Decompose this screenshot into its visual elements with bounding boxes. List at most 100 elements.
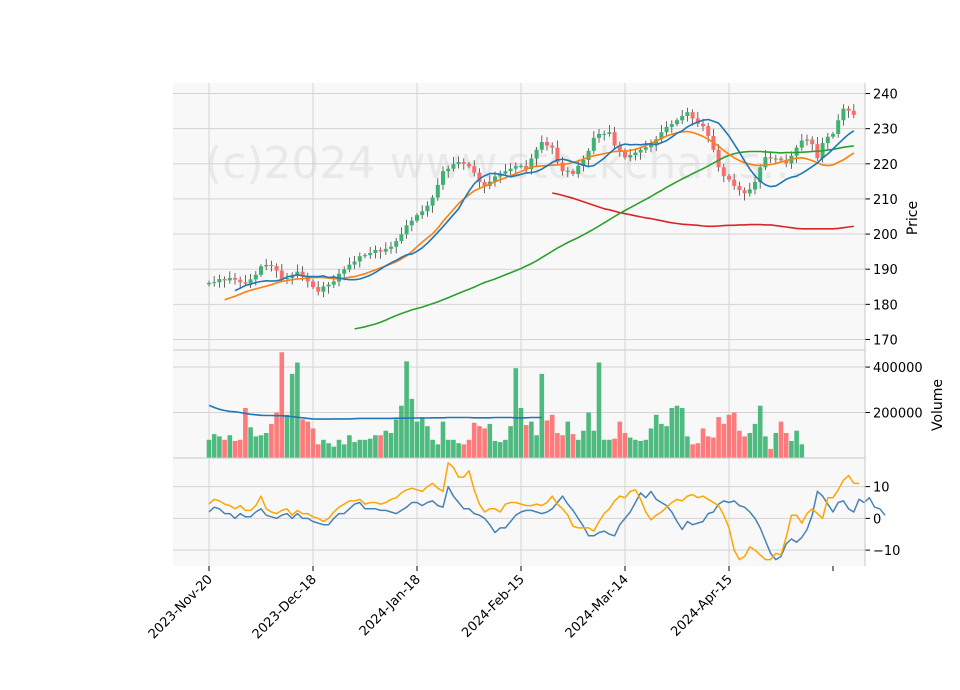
moving-average-long-line xyxy=(552,192,854,230)
price-tick-label: 210 xyxy=(873,193,898,208)
volume-bar xyxy=(347,435,352,458)
volume-bar xyxy=(726,414,732,458)
candle-body xyxy=(649,144,653,148)
candle-body xyxy=(409,220,414,226)
volume-bar xyxy=(414,421,420,458)
volume-bar xyxy=(757,405,763,458)
candle-body xyxy=(565,170,570,172)
volume-bar xyxy=(237,439,243,458)
candle-body xyxy=(571,170,575,174)
candle-body xyxy=(737,185,742,191)
candle-body xyxy=(259,266,263,275)
volume-bar xyxy=(399,405,404,458)
volume-bar xyxy=(523,425,529,458)
candle-body xyxy=(768,157,773,159)
candle-body xyxy=(227,277,232,281)
volume-bar xyxy=(653,414,659,458)
watermark: (c)2024 www.stockcharts... xyxy=(205,138,803,189)
candle-body xyxy=(389,246,393,249)
candle-body xyxy=(212,282,217,284)
candle-body xyxy=(779,158,783,161)
oscillator-y-ticks: −10 0 10 xyxy=(865,481,900,559)
price-tick-label: 180 xyxy=(873,298,898,313)
volume-bar xyxy=(263,432,269,458)
candle-body xyxy=(534,149,539,159)
volume-bar xyxy=(570,434,576,458)
oscillator-marks xyxy=(208,462,886,561)
volume-bar xyxy=(232,440,238,458)
candle-body xyxy=(669,124,674,127)
candle-body xyxy=(529,158,534,170)
candle-body xyxy=(732,179,737,186)
price-tick-label: 200 xyxy=(873,228,898,243)
candle-body xyxy=(742,190,747,194)
candle-body xyxy=(300,271,305,277)
volume-bar xyxy=(690,444,695,458)
candle-body xyxy=(555,147,560,163)
volume-bar xyxy=(497,442,503,458)
candle-body xyxy=(279,270,284,280)
volume-bar xyxy=(601,439,607,458)
volume-bar xyxy=(575,439,581,458)
volume-bar xyxy=(518,407,524,458)
price-marks xyxy=(207,104,856,330)
volume-bar xyxy=(321,439,326,458)
candle-body xyxy=(607,132,612,134)
candle-body xyxy=(326,284,331,287)
candle-body xyxy=(851,110,856,115)
volume-bar xyxy=(310,428,316,458)
candle-body xyxy=(550,145,555,148)
volume-bar xyxy=(284,414,290,458)
volume-bar xyxy=(295,362,300,458)
volume-bar xyxy=(716,417,721,458)
candle-body xyxy=(373,249,378,254)
volume-bar xyxy=(539,373,545,458)
volume-bar xyxy=(440,421,446,458)
volume-bar xyxy=(607,439,612,458)
candle-body xyxy=(508,168,513,172)
volume-bar xyxy=(211,434,217,458)
volume-bar xyxy=(383,430,389,458)
candle-body xyxy=(799,140,804,148)
candle-body xyxy=(753,182,757,190)
candle-body xyxy=(451,164,456,169)
candle-body xyxy=(659,132,664,140)
oscillator-tick-label: −10 xyxy=(873,544,900,559)
price-tick-label: 230 xyxy=(873,123,898,138)
candle-body xyxy=(264,264,269,267)
volume-bar xyxy=(700,428,706,458)
volume-bar xyxy=(492,440,498,458)
candle-body xyxy=(503,171,508,174)
candle-body xyxy=(420,211,425,216)
candle-body xyxy=(721,167,726,177)
candle-body xyxy=(493,176,497,182)
volume-bar xyxy=(705,436,711,458)
volume-bar xyxy=(274,412,279,458)
candle-body xyxy=(846,108,851,111)
candle-body xyxy=(794,147,799,156)
volume-bar xyxy=(362,439,368,458)
volume-bar xyxy=(674,405,680,458)
candle-body xyxy=(758,167,763,183)
price-tick-label: 240 xyxy=(873,88,898,103)
volume-bar xyxy=(222,439,227,458)
candle-body xyxy=(295,271,300,276)
volume-bar xyxy=(227,435,233,458)
price-y-ticks: 170 180 190 200 210 220 230 240 xyxy=(865,88,898,348)
candle-body xyxy=(425,205,430,212)
volume-bar xyxy=(669,407,675,458)
volume-bar xyxy=(737,430,742,458)
candle-body xyxy=(539,142,544,150)
volume-bar xyxy=(341,444,347,458)
candle-body xyxy=(675,120,679,125)
candle-body xyxy=(321,286,326,292)
candle-body xyxy=(685,112,690,117)
candle-body xyxy=(628,155,633,158)
volume-bar xyxy=(367,438,373,458)
volume-bar xyxy=(799,444,805,458)
candle-body xyxy=(368,253,373,256)
candle-body xyxy=(773,158,778,160)
candle-body xyxy=(472,166,477,173)
candle-body xyxy=(545,142,549,146)
candle-body xyxy=(347,264,352,270)
